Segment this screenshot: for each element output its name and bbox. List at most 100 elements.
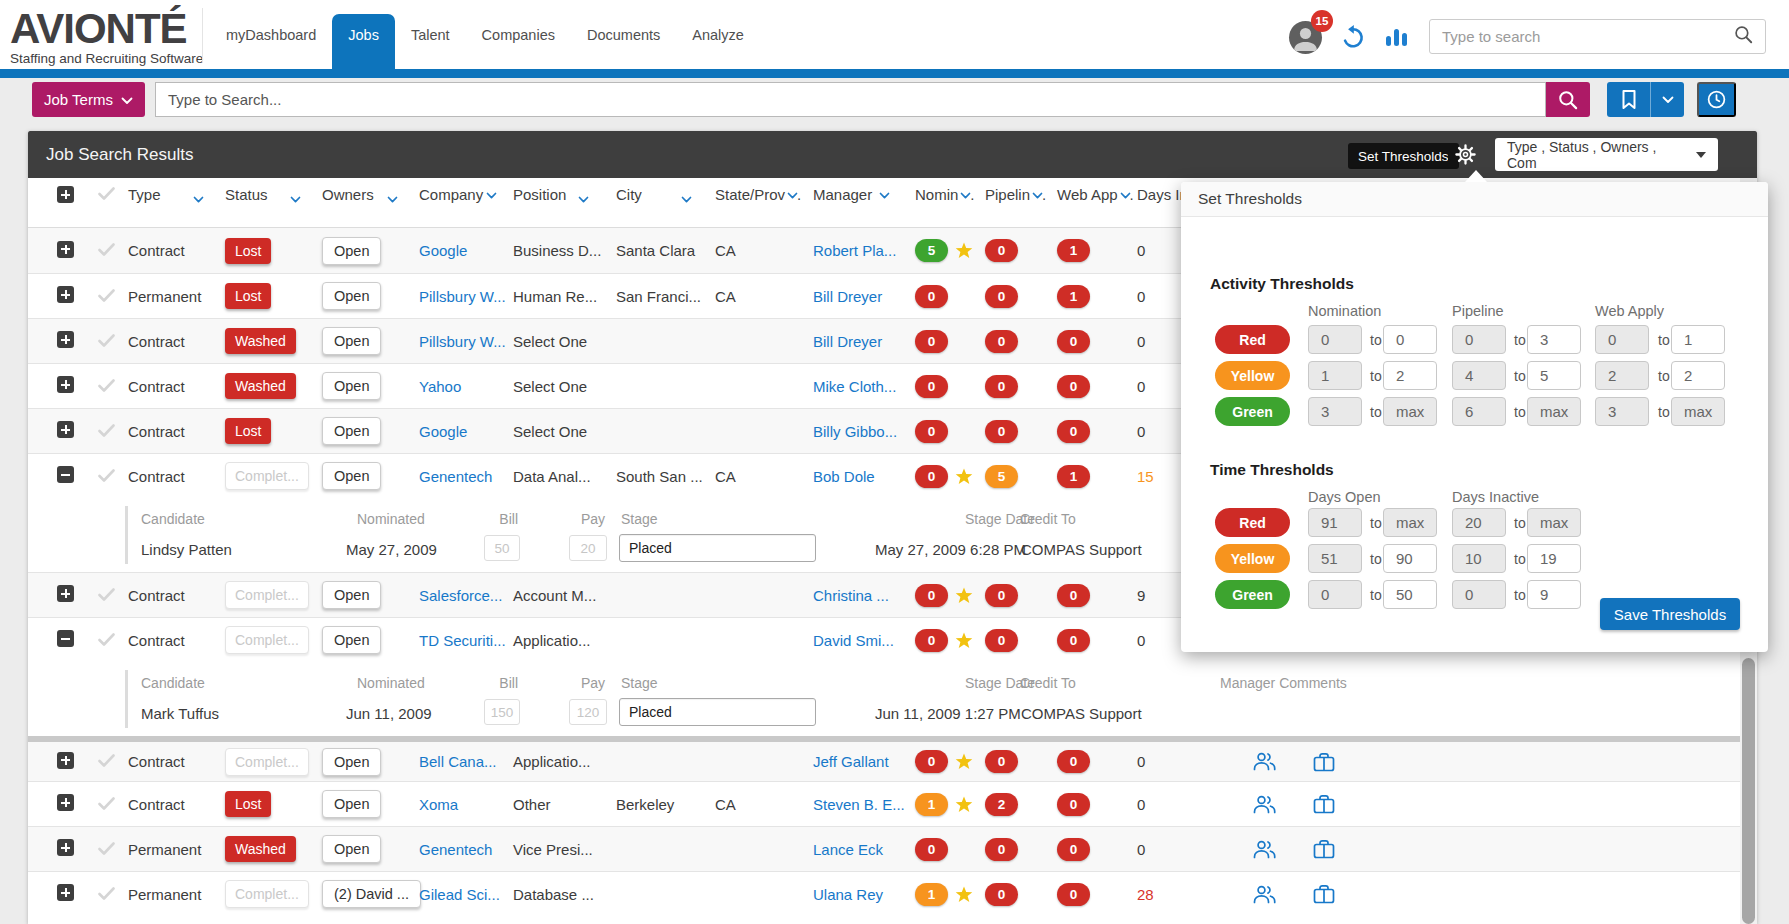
company-briefcase-icon[interactable] xyxy=(1313,884,1757,904)
bookmark-icon[interactable] xyxy=(1607,82,1651,117)
bookmark-dropdown-chevron[interactable] xyxy=(1651,82,1684,117)
sort-chevron-icon[interactable] xyxy=(486,186,497,203)
threshold-min-input[interactable]: 2 xyxy=(1595,361,1649,390)
gear-icon[interactable] xyxy=(1454,143,1477,170)
stage-input[interactable]: Placed xyxy=(619,698,816,726)
pay-input[interactable]: 120 xyxy=(569,699,607,725)
talent-icon[interactable] xyxy=(1253,839,1313,860)
manager-link[interactable]: Jeff Gallant xyxy=(813,753,889,770)
threshold-max-input[interactable]: max xyxy=(1383,508,1437,537)
company-link[interactable]: Google xyxy=(419,242,467,259)
threshold-min-input[interactable]: 3 xyxy=(1595,397,1649,426)
company-link[interactable]: Gilead Sci... xyxy=(419,886,500,903)
row-check-icon[interactable] xyxy=(98,242,128,259)
expand-row-icon[interactable] xyxy=(57,839,74,856)
expand-row-icon[interactable] xyxy=(57,752,74,769)
manager-link[interactable]: Bill Dreyer xyxy=(813,288,882,305)
column-header-manager[interactable]: Manager xyxy=(813,186,915,203)
threshold-max-input[interactable]: 50 xyxy=(1383,580,1437,609)
owner-button[interactable]: Open xyxy=(322,327,381,355)
owner-button[interactable]: Open xyxy=(322,237,381,265)
manager-link[interactable]: Robert Pla... xyxy=(813,242,896,259)
candidate-link[interactable]: Mark Tuffus xyxy=(141,705,219,722)
company-briefcase-icon[interactable] xyxy=(1313,752,1757,772)
status-completed-button[interactable]: Complet... xyxy=(225,880,309,908)
owner-button[interactable]: Open xyxy=(322,626,381,654)
company-link[interactable]: TD Securiti... xyxy=(419,632,506,649)
expand-row-icon[interactable] xyxy=(57,585,74,602)
column-header-status[interactable]: Status xyxy=(225,186,322,203)
job-row[interactable]: ContractLostOpenXomaOtherBerkeleyCASteve… xyxy=(28,781,1757,826)
column-header-web-app[interactable]: Web App. xyxy=(1057,186,1137,203)
status-completed-button[interactable]: Complet... xyxy=(225,626,309,654)
scrollbar-thumb[interactable] xyxy=(1742,658,1755,924)
owner-button[interactable]: Open xyxy=(322,462,381,490)
manager-link[interactable]: Mike Cloth... xyxy=(813,378,896,395)
owner-button[interactable]: Open xyxy=(322,372,381,400)
threshold-max-input[interactable]: 2 xyxy=(1671,361,1725,390)
owner-button[interactable]: Open xyxy=(322,581,381,609)
manager-link[interactable]: Bob Dole xyxy=(813,468,875,485)
expand-row-icon[interactable] xyxy=(57,421,74,438)
job-row[interactable]: PermanentComplet...(2) David ...Gilead S… xyxy=(28,871,1757,916)
manager-link[interactable]: David Smi... xyxy=(813,632,894,649)
threshold-min-input[interactable]: 1 xyxy=(1308,361,1362,390)
job-row[interactable]: PermanentWashedOpenGenentechVice Presi..… xyxy=(28,826,1757,871)
threshold-max-input[interactable]: 2 xyxy=(1383,361,1437,390)
manager-link[interactable]: Billy Gibbo... xyxy=(813,423,897,440)
expand-row-icon[interactable] xyxy=(57,331,74,348)
expand-row-icon[interactable] xyxy=(57,884,74,901)
sort-chevron-icon[interactable] xyxy=(879,186,890,203)
owner-button[interactable]: Open xyxy=(322,790,381,818)
company-briefcase-icon[interactable] xyxy=(1313,839,1757,859)
threshold-max-input[interactable]: max xyxy=(1527,508,1581,537)
status-completed-button[interactable]: Complet... xyxy=(225,581,309,609)
column-header-company[interactable]: Company xyxy=(419,186,513,203)
sort-chevron-icon[interactable] xyxy=(387,190,398,207)
owner-button[interactable]: Open xyxy=(322,282,381,310)
threshold-min-input[interactable]: 0 xyxy=(1452,325,1506,354)
threshold-max-input[interactable]: 90 xyxy=(1383,544,1437,573)
global-search-input[interactable]: Type to search xyxy=(1429,19,1766,54)
row-check-icon[interactable] xyxy=(98,753,128,770)
column-header-type[interactable]: Type xyxy=(128,186,225,203)
threshold-max-input[interactable]: max xyxy=(1383,397,1437,426)
row-check-icon[interactable] xyxy=(98,333,128,350)
company-link[interactable]: Bell Cana... xyxy=(419,753,497,770)
owner-button[interactable]: Open xyxy=(322,748,381,776)
nav-item-companies[interactable]: Companies xyxy=(466,0,571,69)
manager-link[interactable]: Steven B. E... xyxy=(813,796,905,813)
threshold-min-input[interactable]: 0 xyxy=(1595,325,1649,354)
row-check-icon[interactable] xyxy=(98,587,128,604)
row-check-icon[interactable] xyxy=(98,423,128,440)
threshold-max-input[interactable]: max xyxy=(1527,397,1581,426)
sort-chevron-icon[interactable] xyxy=(290,190,301,207)
threshold-max-input[interactable]: 19 xyxy=(1527,544,1581,573)
expand-row-icon[interactable] xyxy=(57,376,74,393)
row-check-icon[interactable] xyxy=(98,378,128,395)
threshold-max-input[interactable]: 5 xyxy=(1527,361,1581,390)
company-link[interactable]: Genentech xyxy=(419,468,492,485)
row-check-icon[interactable] xyxy=(98,288,128,305)
company-link[interactable]: Xoma xyxy=(419,796,458,813)
owner-button[interactable]: Open xyxy=(322,835,381,863)
collapse-row-icon[interactable] xyxy=(57,466,74,483)
candidate-link[interactable]: Lindsy Patten xyxy=(141,541,232,558)
analytics-icon[interactable] xyxy=(1383,25,1410,53)
notification-badge[interactable]: 15 xyxy=(1311,10,1333,32)
company-link[interactable]: Salesforce... xyxy=(419,587,502,604)
manager-link[interactable]: Ulana Rey xyxy=(813,886,883,903)
company-link[interactable]: Google xyxy=(419,423,467,440)
column-header-position[interactable]: Position xyxy=(513,186,616,203)
manager-link[interactable]: Christina ... xyxy=(813,587,889,604)
pay-input[interactable]: 20 xyxy=(569,535,607,561)
company-link[interactable]: Pillsbury W... xyxy=(419,288,506,305)
threshold-min-input[interactable]: 0 xyxy=(1308,580,1362,609)
talent-icon[interactable] xyxy=(1253,751,1313,772)
threshold-max-input[interactable]: 9 xyxy=(1527,580,1581,609)
expand-row-icon[interactable] xyxy=(57,241,74,258)
job-search-input[interactable]: Type to Search... xyxy=(155,82,1546,117)
company-link[interactable]: Pillsbury W... xyxy=(419,333,506,350)
threshold-min-input[interactable]: 20 xyxy=(1452,508,1506,537)
row-check-icon[interactable] xyxy=(98,841,128,858)
